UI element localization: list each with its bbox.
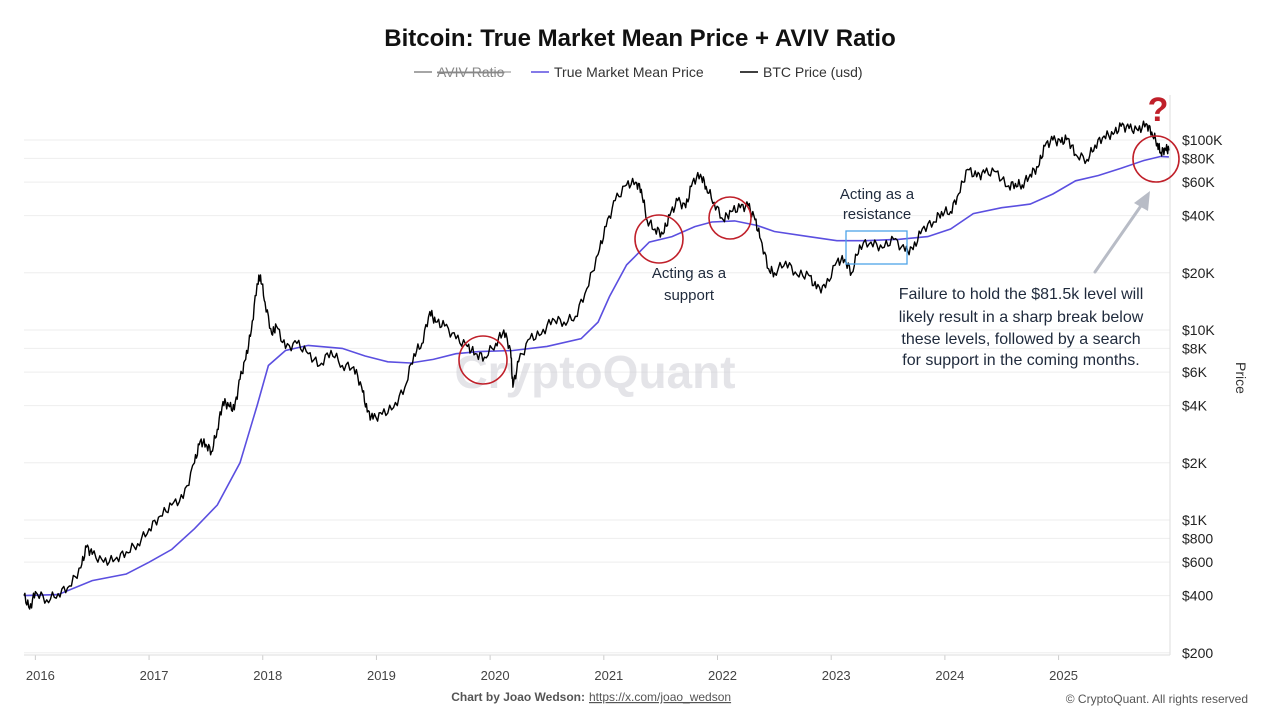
annotation-failure-line-4: for support in the coming months. <box>902 352 1139 369</box>
y-tick-label: $100K <box>1182 132 1223 148</box>
x-tick-label: 2021 <box>594 668 623 683</box>
y-tick-label: $10K <box>1182 322 1215 338</box>
annotation-support-line-2: support <box>664 287 715 304</box>
annotation-failure-line-3: these levels, followed by a search <box>901 331 1140 348</box>
x-tick-label: 2019 <box>367 668 396 683</box>
footer-credit: Chart by Joao Wedson: <box>451 690 585 704</box>
watermark: CryptoQuant <box>454 346 735 398</box>
legend-label-btc: BTC Price (usd) <box>763 64 863 80</box>
x-tick-label: 2020 <box>481 668 510 683</box>
highlight-circle-2022 <box>708 196 752 240</box>
legend-item-btc[interactable]: BTC Price (usd) <box>740 64 863 80</box>
footer-link[interactable]: https://x.com/joao_wedson <box>589 690 731 704</box>
y-tick-label: $600 <box>1182 554 1213 570</box>
y-tick-label: $6K <box>1182 364 1208 380</box>
x-tick-label: 2018 <box>253 668 282 683</box>
x-tick-label: 2022 <box>708 668 737 683</box>
legend-item-aviv[interactable]: AVIV Ratio <box>414 64 511 80</box>
annotation-support: Acting as a support <box>652 265 727 304</box>
x-tick-label: 2024 <box>935 668 964 683</box>
series-line-true-market-mean <box>23 155 1169 597</box>
footer-copyright: © CryptoQuant. All rights reserved <box>1066 692 1248 706</box>
x-tick-label: 2023 <box>822 668 851 683</box>
annotation-resistance-line-1: Acting as a <box>840 186 915 203</box>
annotation-failure-line-2: likely result in a sharp break below <box>899 309 1144 326</box>
annotation-resistance-line-2: resistance <box>843 206 911 223</box>
highlight-circle-2021 <box>634 214 684 264</box>
y-tick-label: $2K <box>1182 455 1208 471</box>
y-tick-label: $20K <box>1182 265 1215 281</box>
annotation-resistance: Acting as a resistance <box>840 186 915 223</box>
y-tick-label: $400 <box>1182 588 1213 604</box>
grid-lines <box>24 139 1170 654</box>
x-tick-label: 2017 <box>140 668 169 683</box>
y-axis: $100K $80K $60K $40K $20K $10K $8K $6K $4K $2K $1K… <box>1182 132 1223 661</box>
highlight-circle-2019 <box>458 335 508 385</box>
y-tick-label: $40K <box>1182 208 1215 224</box>
question-mark-annotation: ? <box>1148 91 1169 129</box>
y-tick-label: $8K <box>1182 340 1208 356</box>
highlight-circle-2025 <box>1132 135 1180 183</box>
series-line-btc-price <box>23 120 1170 610</box>
y-tick-label: $200 <box>1182 645 1213 661</box>
y-tick-label: $4K <box>1182 398 1208 414</box>
annotation-support-line-1: Acting as a <box>652 265 727 282</box>
x-tick-label: 2025 <box>1049 668 1078 683</box>
annotation-failure: Failure to hold the $81.5k level will li… <box>899 286 1144 369</box>
y-axis-label: Price <box>1233 362 1249 394</box>
annotation-failure-line-1: Failure to hold the $81.5k level will <box>899 286 1144 303</box>
y-tick-label: $80K <box>1182 150 1215 166</box>
y-tick-label: $60K <box>1182 174 1215 190</box>
x-tick-label: 2016 <box>26 668 55 683</box>
chart-title: Bitcoin: True Market Mean Price + AVIV R… <box>384 25 895 52</box>
legend-label-mean: True Market Mean Price <box>554 64 704 80</box>
y-tick-label: $1K <box>1182 512 1208 528</box>
annotation-arrow <box>1093 191 1150 274</box>
x-axis: 2016 2017 2018 2019 2020 2021 2022 2023 2024 2025 <box>26 655 1078 683</box>
legend-item-mean[interactable]: True Market Mean Price <box>531 64 704 80</box>
legend[interactable]: AVIV Ratio True Market Mean Price BTC Pr… <box>414 64 863 80</box>
resistance-box <box>845 230 908 265</box>
y-tick-label: $800 <box>1182 530 1213 546</box>
